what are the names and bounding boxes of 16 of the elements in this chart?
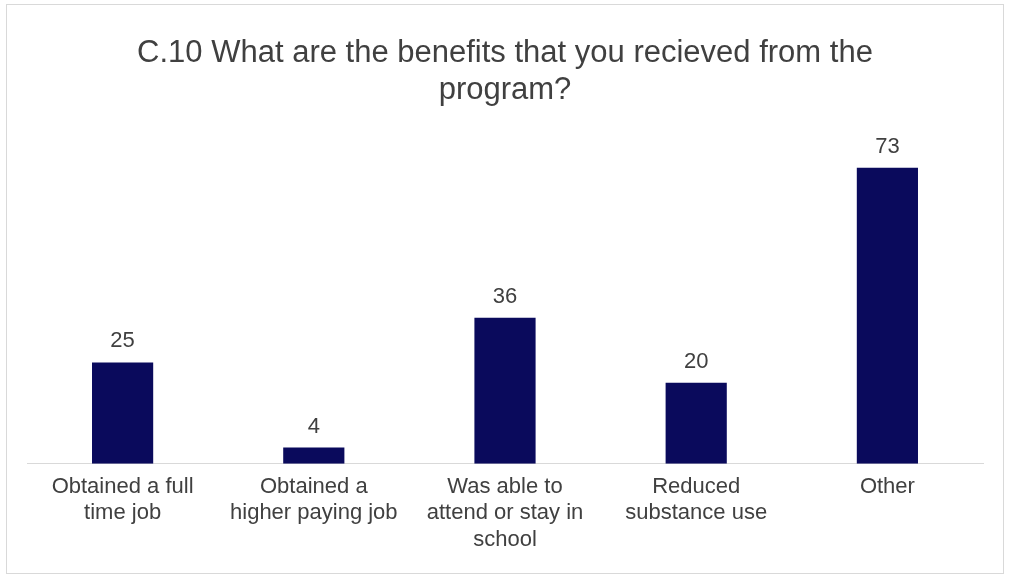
- bar: [856, 167, 918, 464]
- chart-title: C.10 What are the benefits that you recieved from the program?: [137, 34, 873, 107]
- bar: [283, 447, 345, 464]
- data-label: 73: [875, 132, 900, 158]
- x-tick-label: Other: [859, 473, 915, 499]
- data-label: 25: [110, 327, 135, 353]
- data-label: 20: [683, 347, 709, 373]
- bar: [665, 382, 727, 464]
- bar: [474, 317, 536, 464]
- x-tick-label: Obtained a higher paying job: [230, 473, 398, 525]
- x-tick-label: Obtained a full time job: [51, 473, 194, 525]
- data-label: 36: [492, 282, 518, 308]
- data-label: 4: [307, 412, 320, 438]
- x-tick-label: Was able to attend or stay in school: [426, 473, 584, 551]
- bar: [92, 362, 154, 464]
- x-tick-label: Reduced substance use: [625, 473, 768, 525]
